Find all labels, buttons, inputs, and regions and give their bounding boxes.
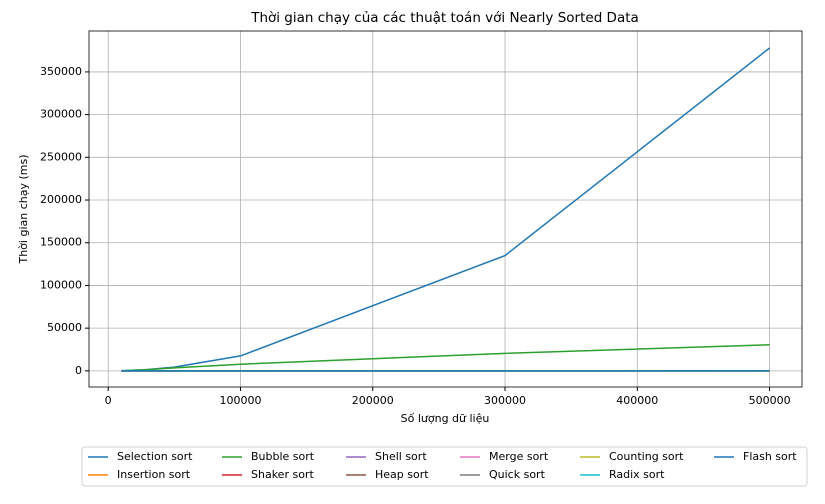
legend-label: Heap sort <box>375 468 429 481</box>
legend-label: Shell sort <box>375 450 427 463</box>
legend-label: Quick sort <box>489 468 546 481</box>
x-tick-label: 300000 <box>484 394 526 407</box>
legend-label: Shaker sort <box>251 468 314 481</box>
y-tick-label: 300000 <box>40 108 82 121</box>
legend-label: Selection sort <box>117 450 193 463</box>
legend-label: Bubble sort <box>251 450 315 463</box>
legend-label: Radix sort <box>609 468 665 481</box>
y-axis-label: Thời gian chạy (ms) <box>17 154 30 264</box>
y-tick-label: 50000 <box>47 321 82 334</box>
legend-label: Insertion sort <box>117 468 191 481</box>
x-tick-label: 100000 <box>219 394 261 407</box>
legend-box <box>81 446 808 487</box>
chart-title: Thời gian chạy của các thuật toán với Ne… <box>250 10 639 26</box>
y-tick-label: 250000 <box>40 150 82 163</box>
axes-frame <box>88 30 803 388</box>
legend-label: Merge sort <box>489 450 549 463</box>
legend-label: Flash sort <box>743 450 797 463</box>
x-tick-label: 200000 <box>352 394 394 407</box>
x-tick-label: 0 <box>105 394 112 407</box>
data-line <box>121 344 770 372</box>
y-tick-label: 100000 <box>40 278 82 291</box>
y-tick-label: 350000 <box>40 65 82 78</box>
x-tick-label: 500000 <box>749 394 791 407</box>
data-line <box>121 47 771 372</box>
y-tick-label: 150000 <box>40 236 82 249</box>
x-axis-label: Số lượng dữ liệu <box>401 412 490 425</box>
legend-label: Counting sort <box>609 450 684 463</box>
y-tick-label: 200000 <box>40 193 82 206</box>
x-tick-label: 400000 <box>616 394 658 407</box>
y-tick-label: 0 <box>75 364 82 377</box>
